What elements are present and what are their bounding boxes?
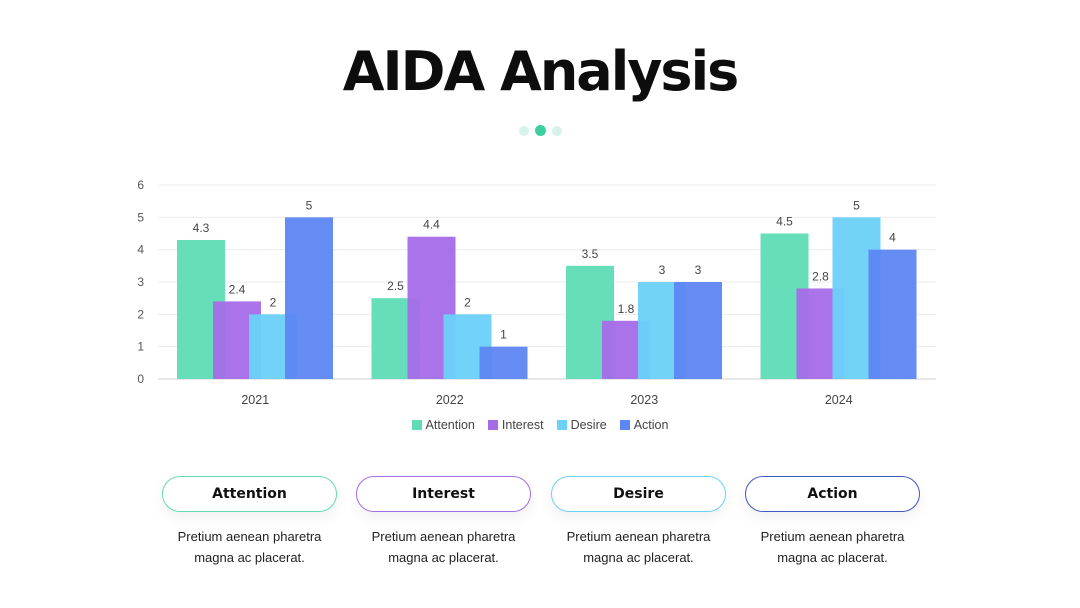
- pagination-dot[interactable]: [551, 125, 562, 136]
- pagination-dot-active[interactable]: [534, 125, 546, 136]
- legend-label: Desire: [570, 418, 607, 432]
- data-label: 5: [306, 198, 313, 212]
- legend-label: Attention: [425, 418, 475, 432]
- y-tick-label: 3: [137, 275, 144, 289]
- data-label: 2.4: [229, 282, 246, 296]
- y-tick-label: 1: [137, 340, 144, 354]
- card-description-line: magna ac placerat.: [194, 550, 305, 565]
- attention-pill[interactable]: Attention: [162, 476, 337, 512]
- data-label: 3: [695, 263, 702, 277]
- x-tick-label: 2022: [436, 393, 464, 407]
- data-label: 2: [464, 295, 471, 309]
- y-tick-label: 2: [137, 307, 144, 321]
- x-tick-label: 2021: [241, 393, 269, 407]
- legend-item-action: Action: [619, 418, 669, 432]
- data-label: 4: [889, 231, 896, 245]
- action-pill[interactable]: Action: [745, 476, 920, 512]
- x-tick-label: 2024: [825, 393, 853, 407]
- card-desire: Desire Pretium aenean pharetra magna ac …: [551, 476, 726, 568]
- card-description-line: magna ac placerat.: [583, 550, 694, 565]
- data-label: 5: [853, 198, 860, 212]
- card-description: Pretium aenean pharetra magna ac placera…: [356, 526, 531, 568]
- legend-label: Interest: [501, 418, 544, 432]
- card-action: Action Pretium aenean pharetra magna ac …: [745, 476, 920, 568]
- pagination-dots: [0, 125, 1080, 136]
- y-tick-label: 5: [137, 210, 144, 224]
- legend-label: Action: [633, 418, 669, 432]
- card-description-line: Pretium aenean pharetra: [566, 529, 711, 544]
- x-tick-label: 2023: [630, 393, 658, 407]
- aida-cards: Attention Pretium aenean pharetra magna …: [0, 476, 1080, 608]
- card-description: Pretium aenean pharetra magna ac placera…: [745, 526, 920, 568]
- y-tick-label: 4: [137, 243, 144, 257]
- interest-pill[interactable]: Interest: [356, 476, 531, 512]
- data-label: 2: [270, 295, 277, 309]
- data-label: 4.5: [776, 215, 793, 229]
- legend-swatch-action: [619, 420, 630, 430]
- y-tick-label: 0: [137, 372, 144, 386]
- bar-action: [479, 346, 528, 379]
- page-title: AIDA Analysis: [342, 40, 739, 103]
- card-description-line: magna ac placerat.: [777, 550, 888, 565]
- card-description-line: Pretium aenean pharetra: [177, 529, 322, 544]
- data-label: 3: [659, 263, 666, 277]
- chart-legend: Attention Interest Desire Action: [0, 418, 1080, 432]
- legend-swatch-attention: [411, 420, 422, 430]
- legend-item-attention: Attention: [411, 418, 475, 432]
- data-label: 2.5: [387, 279, 404, 293]
- data-label: 1.8: [618, 302, 635, 316]
- bar-action: [674, 282, 722, 379]
- legend-item-interest: Interest: [487, 418, 544, 432]
- bar-action: [285, 217, 333, 379]
- data-label: 3.5: [582, 247, 599, 261]
- card-description: Pretium aenean pharetra magna ac placera…: [551, 526, 726, 568]
- data-label: 1: [500, 328, 507, 342]
- legend-swatch-desire: [556, 420, 567, 430]
- legend-swatch-interest: [487, 420, 498, 430]
- y-tick-label: 6: [137, 178, 144, 192]
- desire-pill[interactable]: Desire: [551, 476, 726, 512]
- data-label: 4.3: [193, 221, 210, 235]
- legend-item-desire: Desire: [556, 418, 607, 432]
- card-description-line: magna ac placerat.: [388, 550, 499, 565]
- card-attention: Attention Pretium aenean pharetra magna …: [162, 476, 337, 568]
- data-label: 2.8: [812, 269, 829, 283]
- card-interest: Interest Pretium aenean pharetra magna a…: [356, 476, 531, 568]
- card-description-line: Pretium aenean pharetra: [371, 529, 516, 544]
- bar-action: [868, 249, 917, 379]
- bar-chart: 0 1 2 3 4 5 6 4.3 2.4 2 5 2021 2.5 4.4 2 1 2022 3.5 1.8 3 3 2…: [137, 178, 936, 407]
- card-description-line: Pretium aenean pharetra: [760, 529, 905, 544]
- card-description: Pretium aenean pharetra magna ac placera…: [162, 526, 337, 568]
- data-label: 4.4: [423, 218, 440, 232]
- pagination-dot[interactable]: [518, 125, 529, 136]
